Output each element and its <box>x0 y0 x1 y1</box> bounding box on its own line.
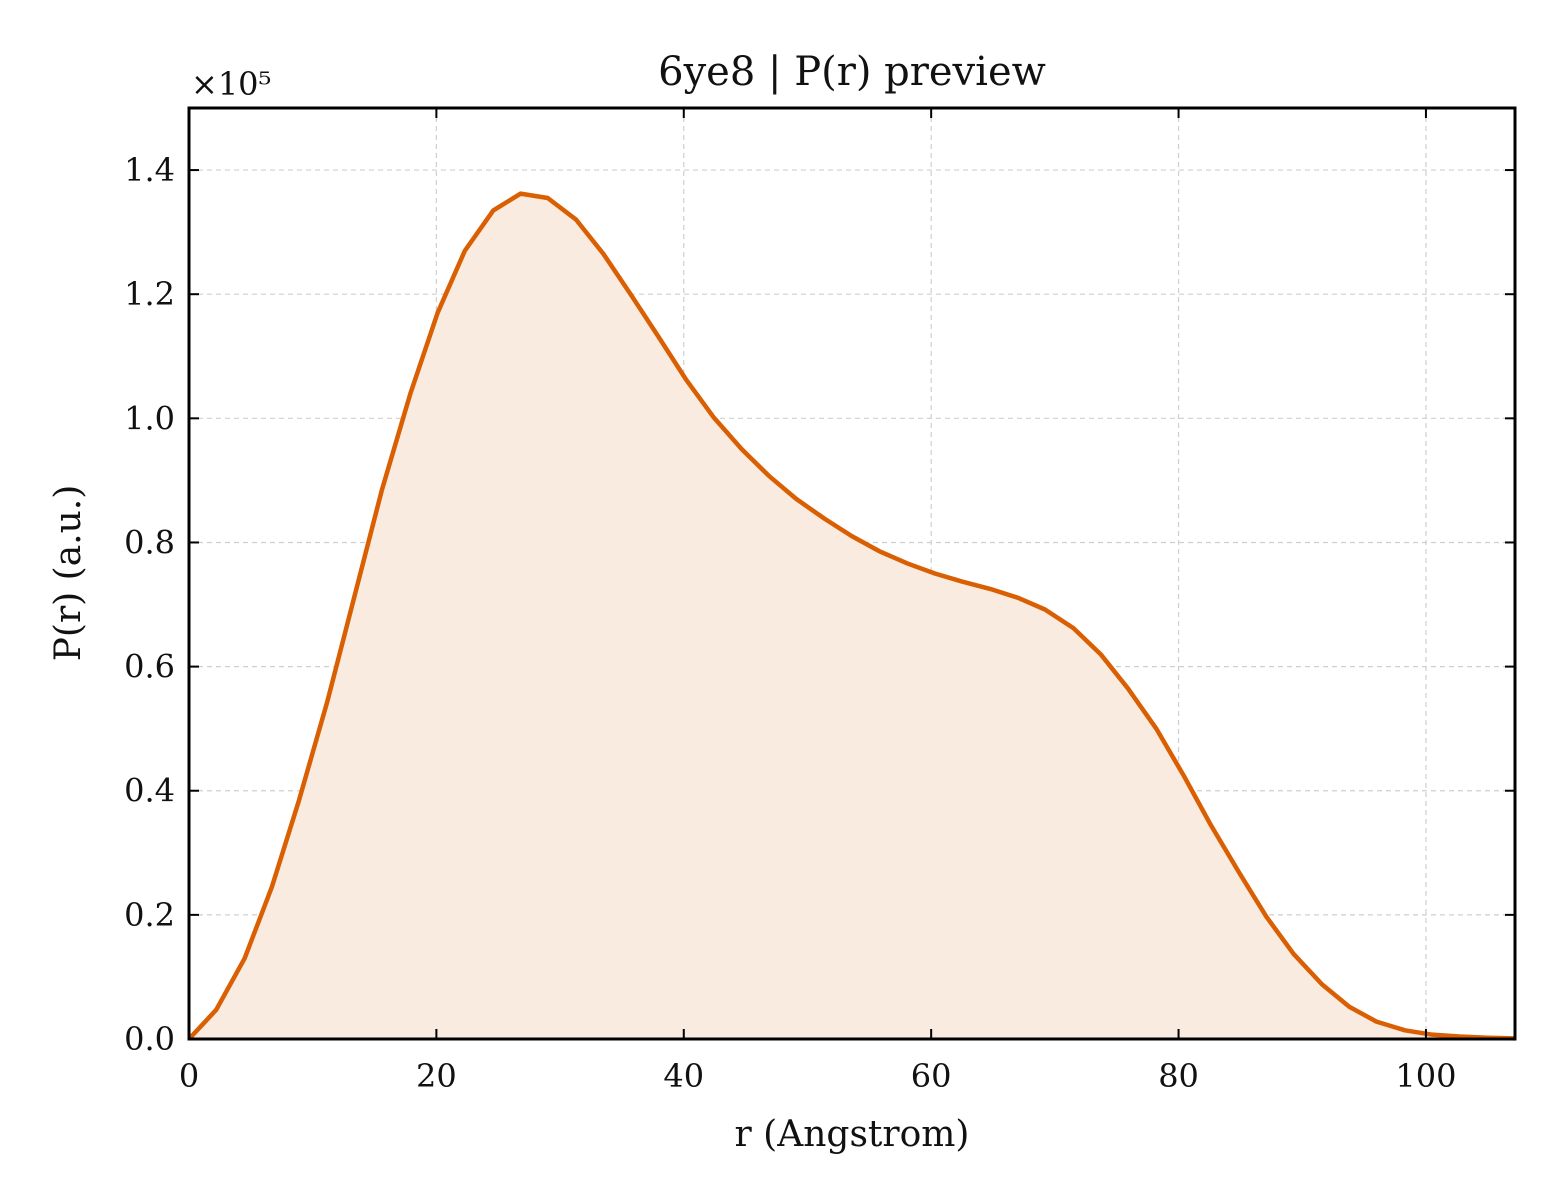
y-tick-labels: 0.0 0.2 0.4 0.6 0.8 1.0 1.2 1.4 <box>124 151 175 1058</box>
y-tick-label: 0.8 <box>124 523 175 561</box>
x-tick-label: 80 <box>1158 1057 1199 1095</box>
pr-area-fill <box>189 193 1515 1039</box>
y-tick-label: 1.4 <box>124 151 175 189</box>
y-offset-label: ×10⁵ <box>191 65 271 103</box>
tick-marks <box>188 108 1515 1040</box>
y-tick-label: 0.4 <box>124 772 175 810</box>
x-tick-label: 40 <box>663 1057 704 1095</box>
pr-curve-line <box>187 191 1516 1041</box>
x-tick-label: 100 <box>1395 1057 1456 1095</box>
y-tick-label: 1.0 <box>124 399 175 437</box>
x-axis-label: r (Angstrom) <box>735 1114 970 1155</box>
x-tick-label: 60 <box>911 1057 952 1095</box>
y-tick-label: 0.6 <box>124 648 175 686</box>
y-axis-label: P(r) (a.u.) <box>48 485 89 662</box>
x-tick-labels: 0 20 40 60 80 100 <box>179 1057 1457 1095</box>
x-tick-label: 0 <box>179 1057 199 1095</box>
plot-frame <box>187 106 1517 1041</box>
x-tick-label: 20 <box>416 1057 457 1095</box>
chart-title: 6ye8 | P(r) preview <box>658 49 1046 95</box>
y-tick-label: 1.2 <box>124 275 175 313</box>
y-tick-label: 0.2 <box>124 896 175 934</box>
y-tick-label: 0.0 <box>124 1020 175 1058</box>
